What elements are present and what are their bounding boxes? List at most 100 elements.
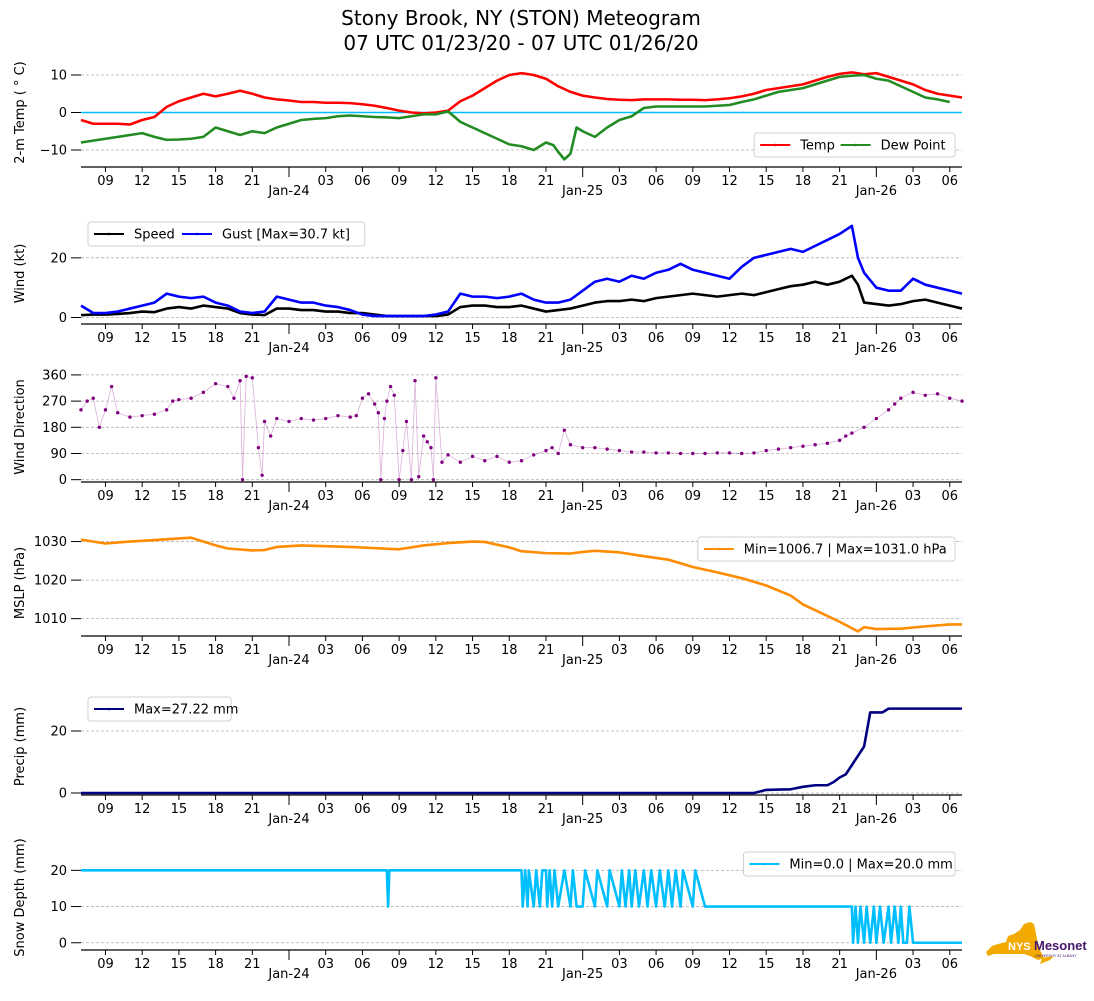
legend-label: Gust [Max=30.7 kt] xyxy=(222,228,350,243)
x-tick-label: 12 xyxy=(134,331,151,346)
x-tick-label: 09 xyxy=(391,331,408,346)
logo-nys-text: NYS xyxy=(1008,941,1031,953)
x-tick-label: 18 xyxy=(207,957,224,972)
legend-label: Max=27.22 mm xyxy=(134,703,238,718)
data-point xyxy=(562,428,567,432)
data-point xyxy=(776,447,781,451)
x-tick-label: 09 xyxy=(97,643,114,658)
x-date-label: Jan-26 xyxy=(855,653,897,668)
x-tick-label: 09 xyxy=(391,489,408,504)
data-point xyxy=(287,419,291,424)
x-tick-label: 15 xyxy=(464,802,481,817)
x-tick-label: 15 xyxy=(464,489,481,504)
data-point xyxy=(189,396,193,400)
x-tick-label: 15 xyxy=(171,957,188,972)
x-tick-label: 15 xyxy=(464,643,481,658)
data-point xyxy=(260,473,264,478)
data-point xyxy=(556,451,560,456)
x-tick-label: 15 xyxy=(171,489,188,504)
data-point xyxy=(483,459,487,463)
x-tick-label: 12 xyxy=(134,802,151,817)
x-tick-label: 21 xyxy=(538,489,555,504)
x-tick-label: 09 xyxy=(97,802,114,817)
x-tick-label: 15 xyxy=(758,489,775,504)
x-date-label: Jan-26 xyxy=(855,967,897,982)
data-point xyxy=(299,416,303,421)
data-point xyxy=(201,390,206,395)
x-tick-label: 09 xyxy=(685,643,702,658)
y-tick-label: 10 xyxy=(50,69,67,84)
y-tick-label: 1030 xyxy=(34,535,67,550)
x-tick-label: 18 xyxy=(501,802,518,817)
x-date-label: Jan-25 xyxy=(561,499,603,514)
panel-temp: −10 0 10 2-m Temp ( ° C) 09 12 15 18 21 03 06 09 12 1… xyxy=(13,61,963,199)
y-tick-label: 20 xyxy=(50,251,67,266)
legend-box xyxy=(697,536,956,562)
x-tick-label: 18 xyxy=(501,957,518,972)
title-line-2: 07 UTC 01/23/20 - 07 UTC 01/26/20 xyxy=(343,31,699,55)
data-point xyxy=(91,396,95,400)
legend-label: Min=0.0 | Max=20.0 mm xyxy=(789,858,952,873)
x-tick-label: 21 xyxy=(538,174,555,189)
x-date-label: Jan-25 xyxy=(561,812,603,827)
series-line-temp-1 xyxy=(80,73,951,161)
x-tick-label: 12 xyxy=(721,489,738,504)
data-point xyxy=(262,419,267,424)
data-point xyxy=(404,419,409,424)
x-tick-label: 06 xyxy=(354,643,371,658)
x-tick-label: 18 xyxy=(795,489,812,504)
data-point xyxy=(923,393,927,397)
y-tick-label: 90 xyxy=(50,447,67,462)
x-tick-label: 09 xyxy=(97,489,114,504)
x-tick-label: 06 xyxy=(648,957,665,972)
x-tick-label: 09 xyxy=(97,174,114,189)
data-point xyxy=(446,453,450,457)
panel-wind: 0 20 Wind (kt) 09 12 15 18 21 03 06 09 12 15 18 21 03 06… xyxy=(13,221,963,356)
data-point xyxy=(116,411,120,415)
x-tick-label: 09 xyxy=(685,957,702,972)
panel-mslp: 1010 1020 1030 MSLP (hPa) 09 12 15 18 21 03 06 09 12… xyxy=(13,535,962,668)
y-tick-label: 270 xyxy=(42,395,67,410)
data-point xyxy=(825,441,830,445)
legend-marker xyxy=(763,862,766,866)
data-point xyxy=(392,393,396,397)
x-tick-label: 12 xyxy=(721,802,738,817)
x-tick-label: 21 xyxy=(244,489,261,504)
x-tick-label: 18 xyxy=(207,331,224,346)
x-tick-label: 21 xyxy=(831,489,848,504)
y-axis-label: Snow Depth (mm) xyxy=(13,838,28,956)
legend-box xyxy=(87,696,232,722)
data-point xyxy=(850,431,854,435)
data-point xyxy=(519,459,524,463)
data-point xyxy=(140,413,144,418)
data-point xyxy=(507,460,511,464)
x-tick-label: 21 xyxy=(244,174,261,189)
x-tick-label: 21 xyxy=(831,331,848,346)
x-tick-label: 12 xyxy=(428,957,445,972)
data-point xyxy=(401,448,405,453)
x-tick-label: 12 xyxy=(134,643,151,658)
x-date-label: Jan-26 xyxy=(855,499,897,514)
x-tick-label: 21 xyxy=(538,957,555,972)
x-tick-label: 06 xyxy=(941,331,958,346)
x-tick-label: 15 xyxy=(464,174,481,189)
x-tick-label: 03 xyxy=(611,643,628,658)
x-tick-label: 15 xyxy=(171,643,188,658)
data-point xyxy=(752,451,756,455)
data-point xyxy=(691,451,695,456)
y-axis-label: Wind Direction xyxy=(13,379,28,475)
x-date-label: Jan-26 xyxy=(855,341,897,356)
x-tick-label: 03 xyxy=(317,802,334,817)
x-tick-label: 06 xyxy=(648,331,665,346)
legend-temp: Temp Dew Point xyxy=(753,132,956,158)
x-date-label: Jan-24 xyxy=(267,341,309,356)
x-tick-label: 15 xyxy=(758,643,775,658)
legend-marker xyxy=(107,232,111,236)
data-point xyxy=(715,451,719,455)
x-date-label: Jan-25 xyxy=(561,967,603,982)
data-point xyxy=(862,425,866,429)
x-date-label: Jan-24 xyxy=(267,184,309,199)
nys-mesonet-logo: NYS Mesonet UNIVERSITY AT ALBANY xyxy=(986,922,1087,964)
x-tick-label: 18 xyxy=(795,643,812,658)
